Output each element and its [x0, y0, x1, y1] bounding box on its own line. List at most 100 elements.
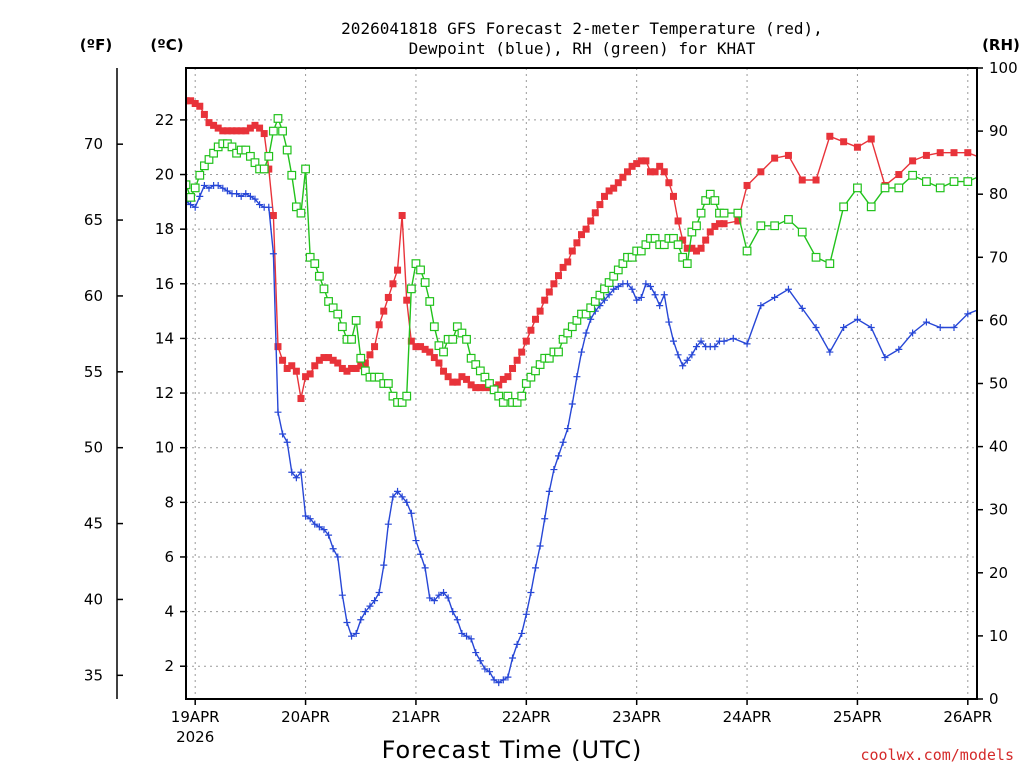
time-tick-label: 20APR [281, 708, 330, 726]
rh-point [420, 278, 430, 287]
data-series [186, 97, 985, 687]
dewpoint-point [495, 679, 503, 687]
rh-point [241, 145, 251, 155]
temperature-point [541, 296, 549, 304]
temperature-point [288, 362, 296, 370]
temperature-point [922, 151, 930, 159]
temperature-point [463, 375, 471, 383]
dewpoint-point [881, 354, 889, 362]
fahrenheit-tick-label: 35 [84, 666, 103, 684]
rh-point [678, 252, 688, 262]
dewpoint-point [840, 324, 848, 332]
rh-point [784, 215, 793, 224]
rh-point [839, 202, 849, 212]
rh-point [383, 379, 393, 388]
dewpoint-point [403, 498, 411, 506]
temperature-point [513, 356, 521, 364]
temperature-point [536, 307, 544, 315]
rh-point [305, 252, 315, 262]
dewpoint-point [302, 512, 310, 520]
dewpoint-point [895, 345, 903, 353]
rh-point [526, 372, 536, 382]
dewpoint-point [361, 608, 369, 616]
temperature-point [292, 367, 300, 375]
dewpoint-point [674, 351, 682, 359]
rh-point [669, 233, 678, 243]
temperature-point [720, 220, 728, 228]
rh-point [227, 142, 237, 152]
rh-point [314, 271, 324, 281]
rh-point [471, 360, 481, 369]
temperature-point [306, 370, 314, 378]
dewpoint-point [375, 588, 383, 596]
celsius-unit-label: (ºC) [150, 36, 183, 54]
temperature-point [219, 127, 227, 135]
dewpoint-point [826, 348, 834, 356]
rh-point [324, 297, 333, 306]
celsius-tick-label: 6 [164, 548, 174, 566]
rh-point [425, 297, 435, 306]
temperature-point [711, 222, 719, 230]
rh-point [733, 208, 743, 218]
celsius-tick-label: 8 [164, 493, 174, 511]
dewpoint-point [564, 425, 572, 433]
celsius-tick-label: 10 [155, 439, 174, 457]
dewpoint-point [398, 493, 406, 501]
rh-point [609, 271, 619, 281]
temperature-point [950, 149, 958, 157]
temperature-point [582, 225, 590, 233]
rh-point [613, 265, 623, 275]
temperature-point [361, 359, 369, 367]
rh-point [259, 164, 269, 174]
rh-tick-label: 70 [989, 248, 1008, 266]
dewpoint-point [311, 520, 319, 528]
dewpoint-point [909, 329, 917, 337]
dewpoint-point [196, 192, 204, 200]
dewpoint-point [274, 408, 282, 416]
temperature-point [669, 192, 677, 200]
dewpoint-point [637, 293, 645, 301]
rh-point [636, 246, 646, 256]
dewpoint-point [357, 616, 365, 624]
series-celsius-group [186, 181, 977, 687]
dewpoint-point [306, 515, 314, 523]
rh-point [572, 316, 582, 325]
rh-point [770, 221, 780, 231]
temperature-point [325, 354, 333, 362]
dewpoint-point [614, 283, 622, 291]
dewpoint-point [812, 324, 820, 332]
temperature-point [909, 157, 917, 165]
temperature-point [407, 337, 415, 345]
temperature-point [357, 362, 365, 370]
dewpoint-point [458, 629, 466, 637]
celsius-tick-label: 18 [155, 220, 174, 238]
rh-point [935, 183, 945, 193]
temperature-point [315, 356, 323, 364]
rh-point [604, 278, 614, 287]
rh-point [282, 145, 292, 155]
dewpoint-point [513, 640, 521, 648]
dewpoint-point [407, 509, 415, 517]
rh-point [264, 151, 274, 161]
temperature-point [895, 171, 903, 179]
rh-point [554, 347, 563, 357]
temperature-point [283, 364, 291, 372]
time-tick-label: 24APR [723, 708, 772, 726]
rh-point [595, 290, 605, 300]
fahrenheit-tick-label: 60 [84, 287, 103, 305]
temperature-point [628, 162, 636, 170]
rh-point [186, 180, 191, 190]
rh-point [250, 158, 260, 168]
temperature-point [522, 337, 530, 345]
temperature-point [683, 244, 691, 252]
dewpoint-point [251, 195, 259, 203]
dewpoint-point [352, 629, 360, 637]
dewpoint-point [283, 438, 291, 446]
dewpoint-point [683, 356, 691, 364]
dewpoint-point [536, 542, 544, 550]
rh-point [894, 183, 904, 193]
temperature-point [578, 231, 585, 239]
dewpoint-point [522, 610, 530, 618]
temperature-point [978, 155, 985, 162]
dewpoint-point [642, 280, 650, 288]
